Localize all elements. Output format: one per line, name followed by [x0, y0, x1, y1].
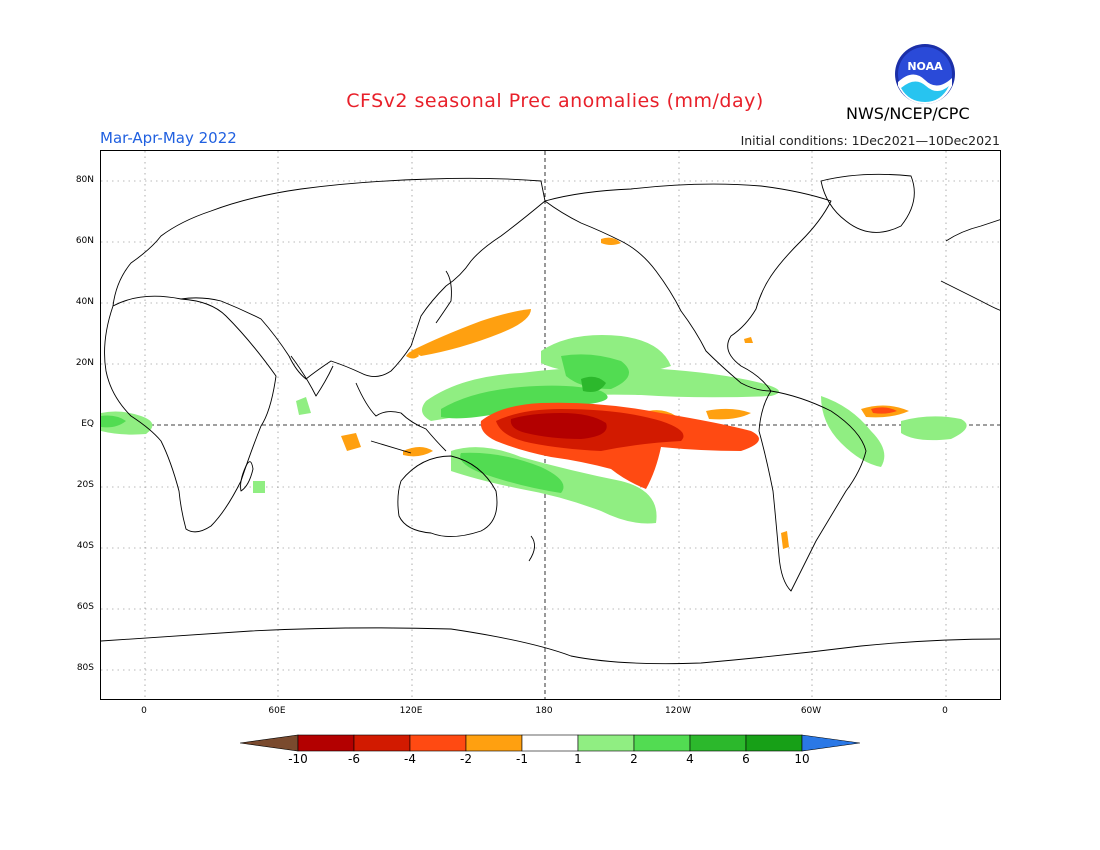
- colorbar-label: 1: [574, 752, 582, 766]
- colorbar-cell: [353, 734, 411, 752]
- colorbar-label: -6: [348, 752, 360, 766]
- lat-label-20n: 20N: [75, 358, 94, 368]
- lat-label-80s: 80S: [76, 663, 94, 673]
- colorbar-label: 10: [794, 752, 810, 766]
- coastlines: [101, 173, 1000, 665]
- map-title: CFSv2 seasonal Prec anomalies (mm/day): [346, 90, 764, 112]
- colorbar-label: -2: [460, 752, 472, 766]
- colorbar-cell: [745, 734, 803, 752]
- colorbar-cell: [465, 734, 523, 752]
- lat-label-80n: 80N: [75, 175, 94, 185]
- colorbar-arrow-high: [801, 734, 860, 752]
- colorbar-label: 6: [742, 752, 750, 766]
- anomaly-green: [101, 354, 629, 493]
- colorbar-label: 2: [630, 752, 638, 766]
- precip-anomaly-map: [100, 150, 1001, 700]
- lat-label-60n: 60N: [75, 236, 94, 246]
- colorbar-cell: [689, 734, 747, 752]
- lat-label-60s: 60S: [76, 602, 94, 612]
- agency-label: NWS/NCEP/CPC: [846, 104, 970, 123]
- lat-label-20s: 20S: [76, 480, 94, 490]
- colorbar: [240, 734, 860, 752]
- colorbar-label: -10: [288, 752, 308, 766]
- lon-label-120e: 120E: [399, 706, 423, 716]
- colorbar-cell: [521, 734, 579, 752]
- colorbar-label: -1: [516, 752, 528, 766]
- lat-label-40n: 40N: [75, 297, 94, 307]
- colorbar-cell: [633, 734, 691, 752]
- lon-label-0-east: 0: [942, 706, 948, 716]
- colorbar-cell: [297, 734, 355, 752]
- anomaly-dark-green: [581, 376, 606, 392]
- lat-label-eq: EQ: [81, 419, 94, 429]
- initial-conditions-label: Initial conditions: 1Dec2021—10Dec2021: [740, 133, 1000, 148]
- lon-label-180: 180: [535, 706, 553, 716]
- lon-label-60w: 60W: [800, 706, 822, 716]
- lon-label-0: 0: [141, 706, 147, 716]
- lon-label-120w: 120W: [664, 706, 692, 716]
- colorbar-label: 4: [686, 752, 694, 766]
- lat-label-40s: 40S: [76, 541, 94, 551]
- colorbar-label: -4: [404, 752, 416, 766]
- colorbar-cell: [409, 734, 467, 752]
- lon-label-60e: 60E: [268, 706, 286, 716]
- svg-text:NOAA: NOAA: [907, 60, 943, 73]
- colorbar-cell: [577, 734, 635, 752]
- anomaly-orange: [341, 237, 909, 549]
- colorbar-arrow-low: [240, 734, 299, 752]
- season-label: Mar-Apr-May 2022: [100, 129, 237, 147]
- anomaly-dark-red: [510, 413, 607, 439]
- noaa-logo: NOAA: [895, 44, 955, 104]
